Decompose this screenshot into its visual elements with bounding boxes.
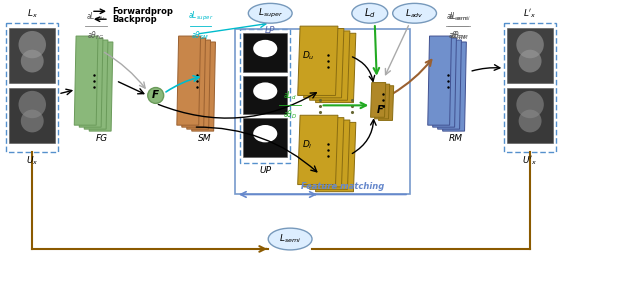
Polygon shape [371, 83, 386, 117]
Polygon shape [310, 120, 350, 189]
Bar [507, 28, 553, 83]
Circle shape [148, 87, 164, 103]
Text: $\partial L_{semi}$: $\partial L_{semi}$ [446, 10, 469, 23]
Text: $\partial L_{semi}$: $\partial L_{semi}$ [448, 10, 471, 23]
Bar [6, 23, 58, 152]
Polygon shape [182, 38, 205, 127]
Text: $L_d$: $L_d$ [364, 7, 376, 20]
Polygon shape [428, 36, 451, 125]
Polygon shape [74, 36, 98, 125]
Text: $\partial L_{adv}$: $\partial L_{adv}$ [86, 10, 106, 23]
Ellipse shape [253, 125, 277, 142]
Bar [243, 76, 287, 114]
Polygon shape [177, 36, 200, 125]
Circle shape [516, 91, 544, 118]
Circle shape [19, 31, 46, 58]
Text: F: F [152, 91, 159, 100]
Polygon shape [79, 38, 103, 127]
Text: $U_x$: $U_x$ [26, 155, 38, 167]
Circle shape [21, 50, 44, 72]
Text: $L'_x$: $L'_x$ [524, 8, 537, 20]
Text: RM: RM [449, 134, 463, 143]
Polygon shape [298, 26, 338, 95]
Polygon shape [316, 33, 356, 102]
Polygon shape [187, 40, 211, 129]
Circle shape [516, 31, 544, 58]
Polygon shape [192, 42, 216, 131]
Circle shape [518, 110, 541, 132]
Polygon shape [316, 122, 356, 192]
Ellipse shape [268, 228, 312, 250]
Polygon shape [438, 40, 461, 129]
Bar [504, 23, 556, 152]
Polygon shape [303, 29, 344, 98]
Bar [10, 88, 55, 143]
Text: LP: LP [265, 26, 275, 35]
Polygon shape [298, 115, 338, 185]
Polygon shape [84, 40, 108, 129]
Text: Feature matching: Feature matching [301, 181, 384, 190]
Ellipse shape [253, 82, 277, 100]
Polygon shape [89, 42, 113, 131]
Polygon shape [303, 118, 344, 187]
Bar [10, 28, 55, 83]
Text: $L_{semi}$: $L_{semi}$ [279, 233, 301, 245]
Text: $\partial\theta_{SM}$: $\partial\theta_{SM}$ [191, 30, 210, 42]
Polygon shape [310, 31, 350, 100]
Circle shape [19, 91, 46, 118]
Text: $L_{adv}$: $L_{adv}$ [405, 7, 424, 20]
Text: $\partial L_{super}$: $\partial L_{super}$ [188, 10, 213, 23]
Bar [507, 88, 553, 143]
Polygon shape [374, 84, 390, 119]
Circle shape [21, 110, 44, 132]
Text: $L_x$: $L_x$ [27, 8, 38, 20]
Ellipse shape [393, 3, 436, 23]
Text: $L_{super}$: $L_{super}$ [258, 7, 283, 20]
Text: $\partial\theta_D$: $\partial\theta_D$ [283, 109, 298, 121]
Text: FG: FG [96, 134, 108, 143]
Bar [243, 33, 287, 72]
Text: $\partial\theta_{RM}$: $\partial\theta_{RM}$ [450, 30, 469, 42]
Ellipse shape [253, 40, 277, 57]
Text: $U'_x$: $U'_x$ [522, 155, 538, 167]
Text: $\partial\theta_{RM}$: $\partial\theta_{RM}$ [448, 30, 467, 42]
Polygon shape [443, 42, 467, 131]
Text: Forwardprop: Forwardprop [112, 7, 173, 16]
Text: F': F' [377, 105, 387, 115]
Polygon shape [433, 38, 456, 127]
Text: UP: UP [259, 166, 271, 175]
Circle shape [518, 50, 541, 72]
Text: $\partial\theta_{FG}$: $\partial\theta_{FG}$ [87, 30, 105, 42]
Ellipse shape [248, 3, 292, 23]
Ellipse shape [352, 3, 388, 23]
Bar [241, 29, 290, 163]
Polygon shape [378, 86, 394, 120]
Text: $D_l$: $D_l$ [302, 139, 313, 151]
Bar [243, 118, 287, 157]
Text: $D_u$: $D_u$ [302, 50, 315, 62]
Bar [236, 29, 410, 194]
Text: $\partial L_d$: $\partial L_d$ [284, 89, 297, 102]
Text: Backprop: Backprop [112, 15, 157, 24]
Text: SM: SM [198, 134, 211, 143]
